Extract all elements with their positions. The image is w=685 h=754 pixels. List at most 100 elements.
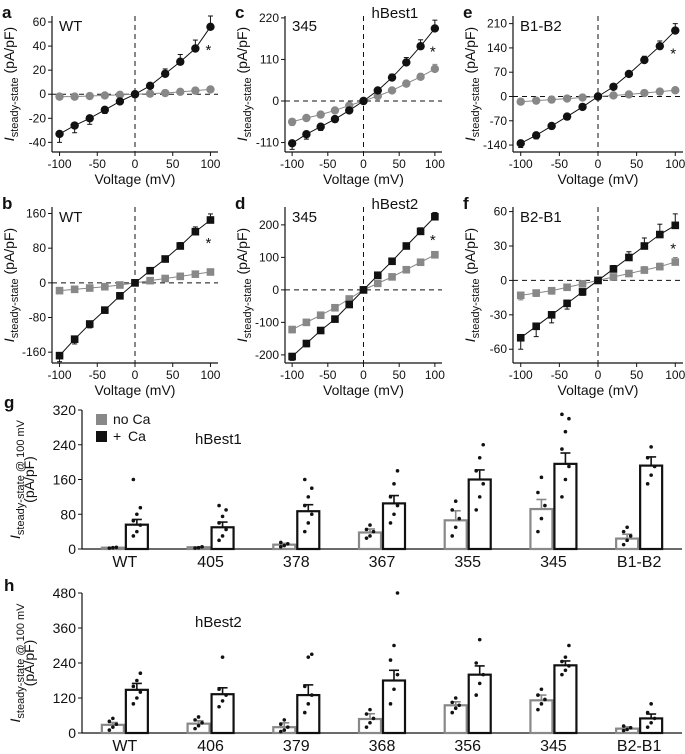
y-tick-label: 140 — [487, 41, 507, 55]
data-point — [402, 58, 411, 67]
data-point — [562, 94, 572, 103]
data-dot — [539, 516, 544, 521]
data-point — [288, 325, 296, 334]
data-point — [373, 279, 382, 288]
legend-swatch — [96, 431, 107, 442]
y-axis-label: Isteady-state @ 100 mV — [7, 419, 27, 539]
data-point — [547, 286, 556, 295]
y-tick-label: 480 — [53, 585, 77, 601]
x-tick-label: 0 — [595, 368, 602, 382]
data-dot — [193, 718, 197, 722]
y-tick-label: 360 — [53, 620, 77, 636]
data-point — [206, 85, 215, 94]
bar — [529, 507, 554, 551]
data-dot — [368, 707, 372, 712]
panel-label: 345 — [292, 18, 317, 35]
x-tick-label: -50 — [89, 157, 107, 171]
category-label: WT — [112, 738, 137, 754]
legend-swatch — [96, 414, 107, 425]
y-tick-label: 0 — [272, 283, 279, 297]
y-tick-label: 100 — [259, 250, 279, 264]
data-point — [206, 268, 215, 276]
data-dot — [481, 672, 486, 677]
data-dot — [649, 720, 653, 725]
data-point — [609, 82, 618, 91]
y-axis-label-main: I — [1, 137, 17, 141]
y-tick-label: 0 — [39, 87, 46, 101]
data-point — [70, 92, 79, 101]
data-dot — [645, 725, 650, 729]
data-dot — [111, 545, 115, 550]
data-point — [430, 64, 440, 74]
data-dot — [539, 702, 544, 706]
y-axis-label-main: I — [234, 137, 250, 141]
data-dot — [621, 542, 626, 547]
panel-letter: e — [463, 3, 472, 22]
y-axis-label-unit: (pA/pF) — [21, 456, 37, 503]
data-dot — [388, 521, 393, 525]
y-axis-label-unit: (pA/pF) — [1, 27, 17, 78]
y-tick-label: -40 — [29, 135, 47, 149]
data-point — [160, 69, 170, 78]
data-dot — [285, 541, 290, 546]
category-label: B1-B2 — [617, 554, 662, 571]
y-axis-label: Isteady-state (pA/pF) — [234, 228, 254, 342]
data-dot — [111, 725, 115, 729]
data-dot — [392, 643, 396, 648]
data-point — [191, 86, 200, 95]
y-tick-label: 60 — [494, 205, 508, 219]
data-dot — [649, 473, 653, 477]
data-point — [115, 97, 125, 106]
x-tick-label: 0 — [595, 157, 602, 171]
x-axis-label: Voltage (mV) — [558, 382, 639, 398]
data-dot — [302, 529, 307, 534]
data-dot — [474, 508, 479, 512]
data-point — [70, 285, 79, 294]
panel-label: B1-B2 — [520, 18, 562, 35]
data-point — [85, 91, 94, 101]
data-dot — [306, 495, 311, 499]
data-point — [116, 281, 124, 289]
data-dot — [539, 687, 544, 692]
x-tick-label: 50 — [166, 368, 180, 382]
x-tick-label: -100 — [280, 368, 304, 382]
data-dot — [453, 696, 458, 700]
iv-panel-b: -100 -50 0 50 100 -160 -80 0 80 160 Voltage (mV) Is… — [1, 194, 221, 398]
data-dot — [224, 693, 228, 697]
data-dot — [131, 534, 136, 538]
data-dot — [388, 658, 393, 662]
data-dot — [135, 512, 139, 517]
y-axis-label: Isteady-state (pA/pF) — [1, 228, 21, 342]
y-axis-label-unit: (pA/pF) — [234, 228, 250, 279]
data-dot — [481, 442, 486, 447]
y-axis-label-sub: steady-state — [470, 278, 482, 338]
x-tick-label: 50 — [166, 157, 180, 171]
data-dot — [135, 696, 139, 700]
data-dot — [560, 447, 564, 451]
category-label: 406 — [197, 738, 224, 754]
data-dot — [536, 707, 540, 712]
y-tick-label: 320 — [53, 402, 77, 418]
data-point — [387, 86, 397, 95]
data-dot — [200, 720, 204, 725]
data-point — [130, 90, 140, 99]
x-tick-label: 0 — [360, 368, 367, 382]
data-dot — [309, 486, 314, 490]
data-point — [624, 90, 634, 99]
data-point — [532, 322, 540, 331]
y-axis-label-sub: steady-state @ 100 mV — [15, 419, 27, 535]
data-dot — [306, 655, 311, 659]
data-dot — [309, 512, 314, 517]
data-dot — [392, 687, 396, 692]
data-dot — [621, 728, 626, 733]
data-dot — [645, 482, 650, 486]
data-dot — [625, 727, 629, 732]
data-dot — [368, 534, 372, 538]
x-tick-label: 50 — [630, 368, 644, 382]
data-point — [656, 262, 664, 271]
data-point — [206, 22, 215, 32]
x-tick-label: 0 — [360, 157, 367, 171]
data-point — [373, 86, 382, 95]
y-tick-label: -110 — [256, 136, 279, 150]
